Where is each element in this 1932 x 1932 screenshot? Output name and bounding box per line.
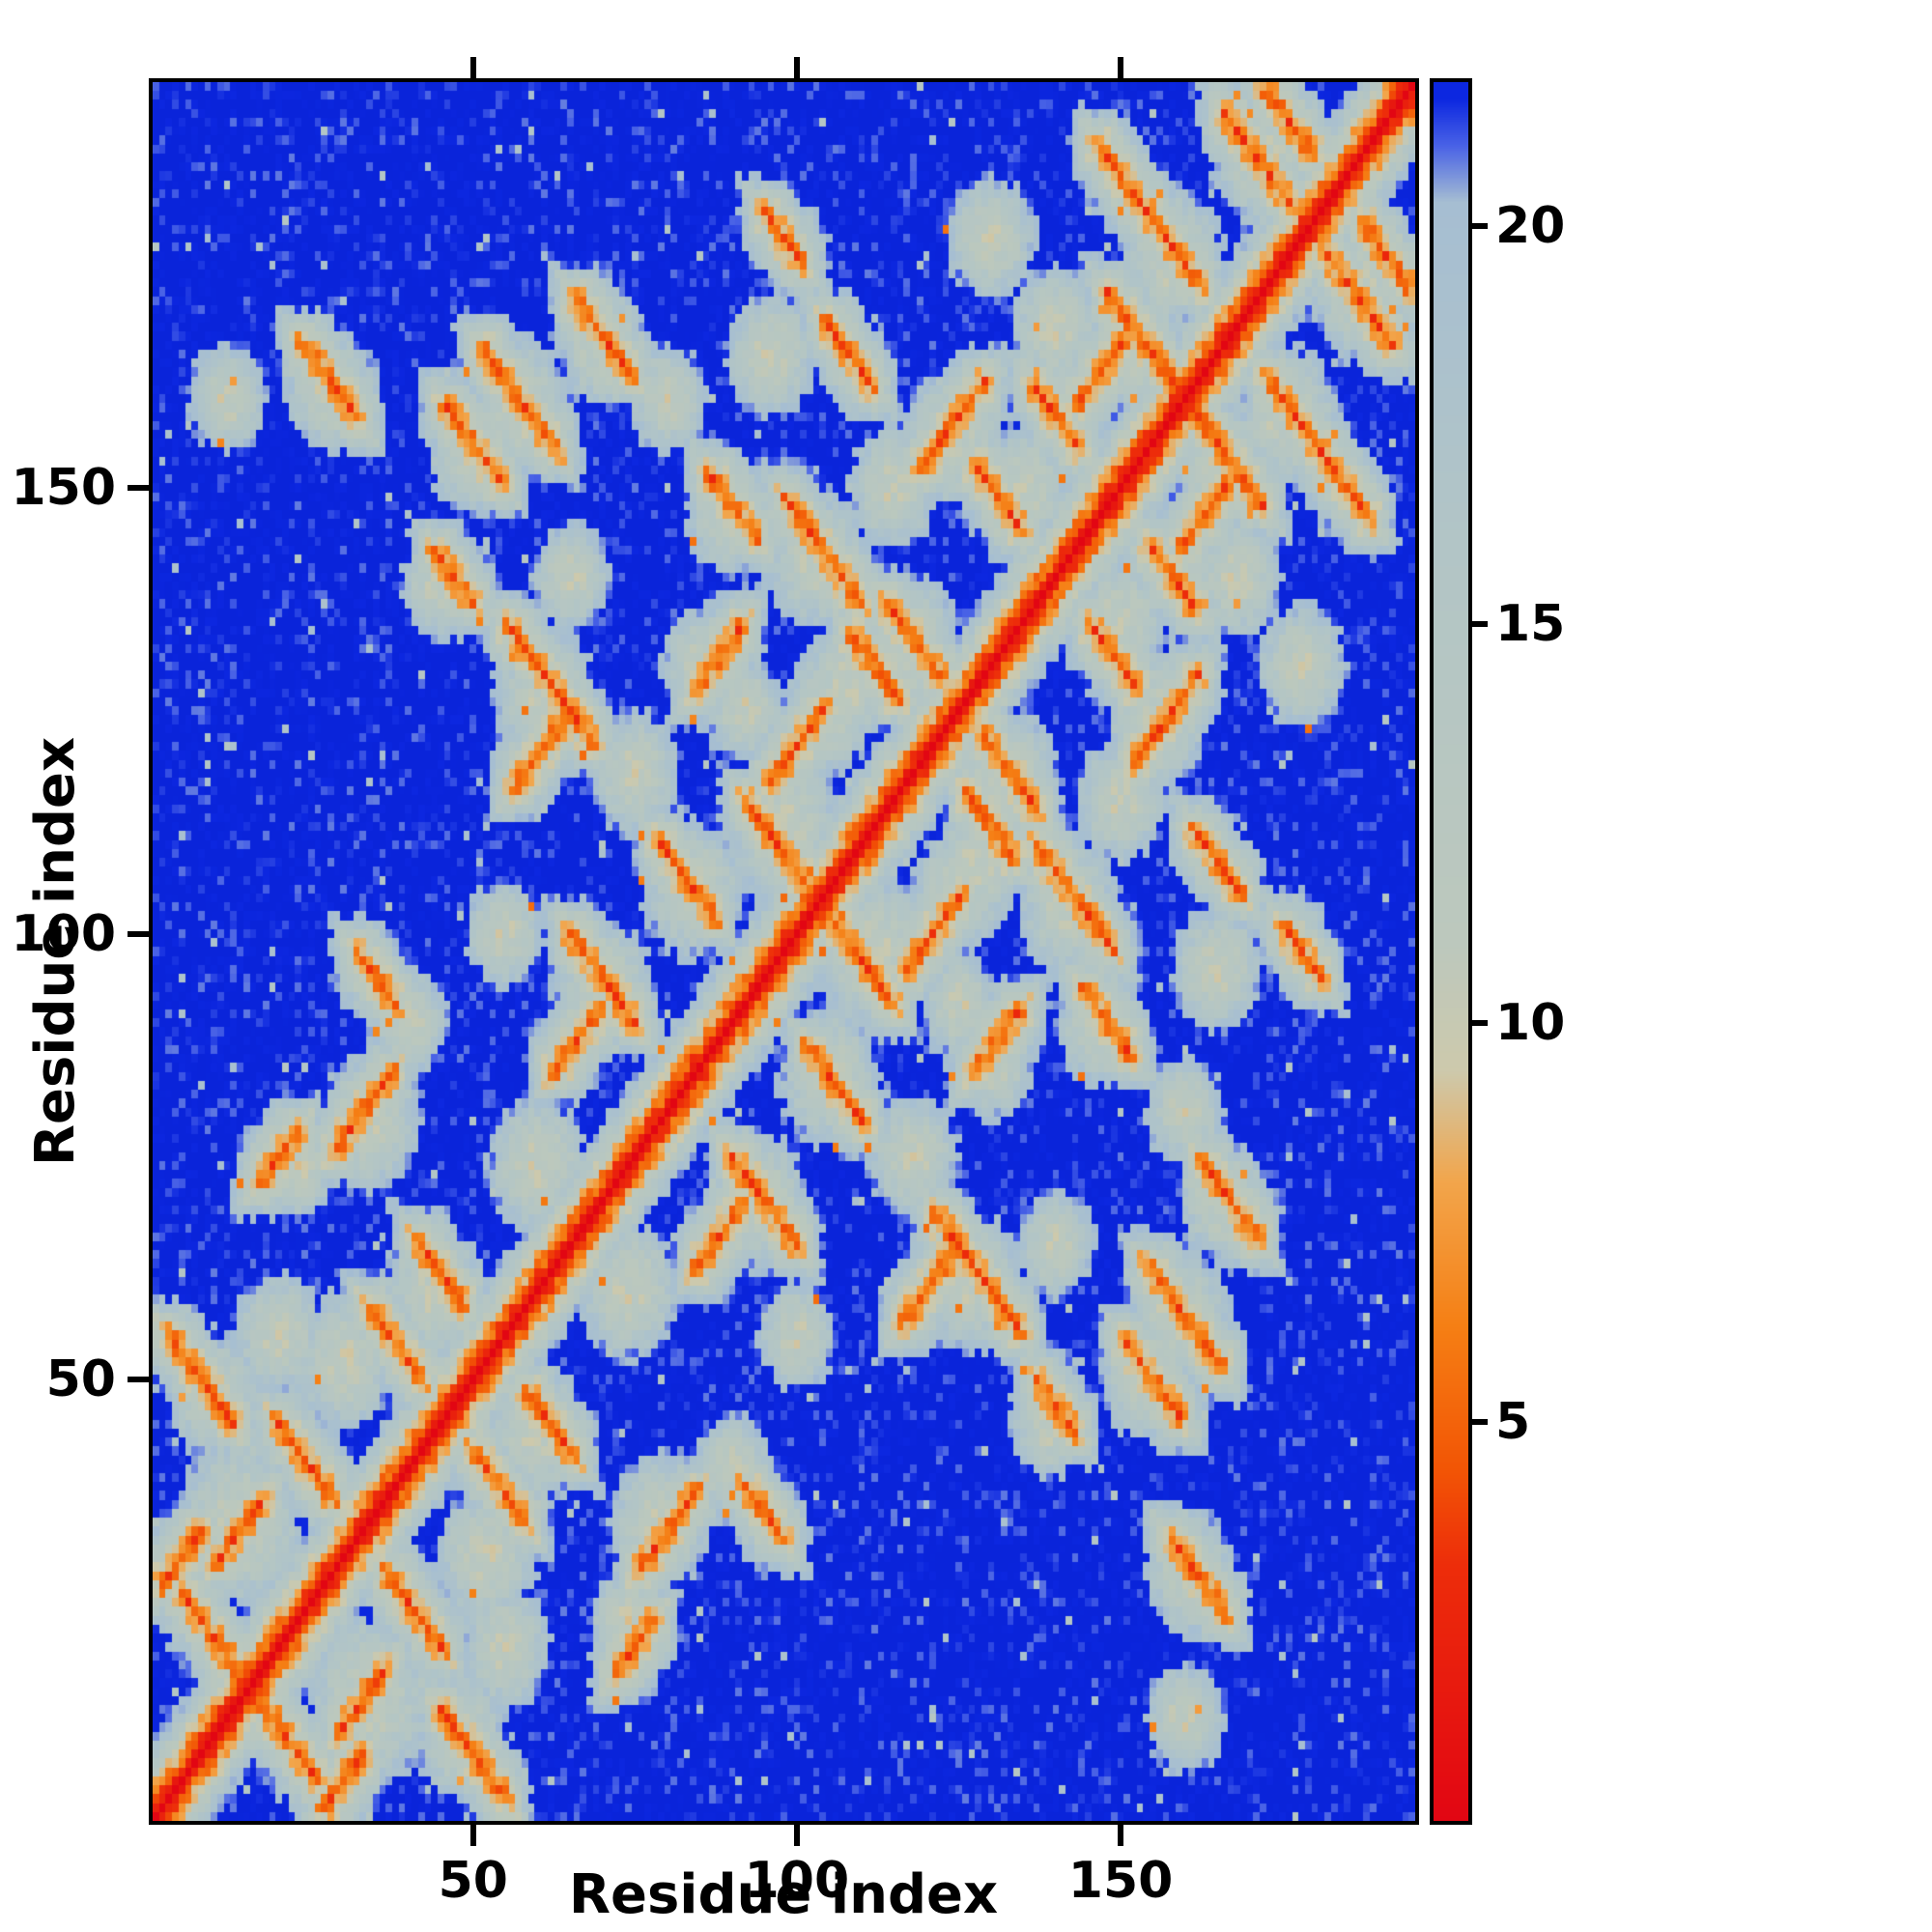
- y-tick-mark: [128, 1377, 149, 1383]
- x-tick-label: 50: [438, 1852, 508, 1910]
- colorbar-tick-label: 5: [1495, 1393, 1531, 1452]
- heatmap-canvas: [153, 82, 1415, 1821]
- colorbar-tick-mark: [1468, 222, 1488, 229]
- y-tick-mark: [128, 930, 149, 937]
- colorbar-tick-mark: [1468, 621, 1488, 628]
- colorbar-canvas: [1434, 82, 1468, 1821]
- colorbar-tick-label: 10: [1495, 994, 1566, 1053]
- colorbar-tick-label: 15: [1495, 595, 1566, 654]
- y-tick-label: 150: [11, 459, 116, 517]
- y-tick-mark: [128, 485, 149, 491]
- x-top-tick-mark: [1118, 57, 1124, 78]
- y-tick-label: 50: [45, 1350, 116, 1409]
- x-tick-label: 150: [1067, 1852, 1174, 1910]
- x-top-tick-mark: [469, 57, 476, 78]
- x-tick-mark: [1118, 1825, 1124, 1846]
- x-axis-label: Residue index: [568, 1863, 999, 1926]
- x-tick-mark: [793, 1825, 800, 1846]
- colorbar-tick-mark: [1468, 1020, 1488, 1027]
- x-tick-label: 100: [744, 1852, 850, 1910]
- y-tick-label: 100: [11, 904, 116, 963]
- x-top-tick-mark: [793, 57, 800, 78]
- colorbar-tick-mark: [1468, 1419, 1488, 1426]
- x-tick-mark: [469, 1825, 476, 1846]
- colorbar-tick-label: 20: [1495, 196, 1566, 255]
